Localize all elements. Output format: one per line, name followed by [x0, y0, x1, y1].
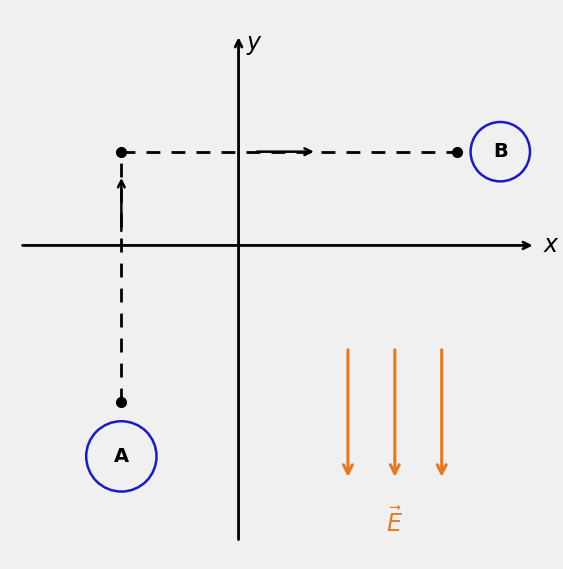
Text: x: x [543, 233, 557, 257]
Text: $\vec{E}$: $\vec{E}$ [386, 507, 403, 537]
Text: A: A [114, 447, 129, 466]
Text: B: B [493, 142, 508, 161]
Text: y: y [247, 31, 260, 55]
